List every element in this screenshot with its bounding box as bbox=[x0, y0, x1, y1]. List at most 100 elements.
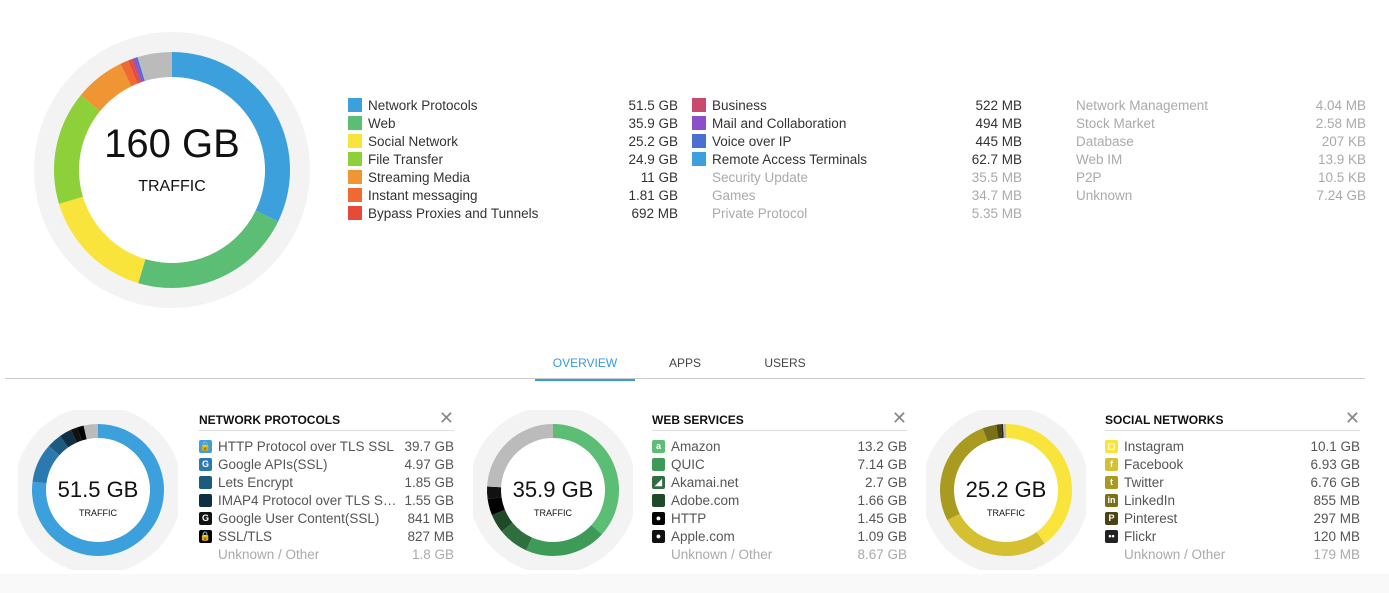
panel-item-amazon[interactable]: a Amazon 13.2 GB bbox=[652, 437, 907, 455]
panel-item-http-protocol-over-tls-ssl[interactable]: 🔒 HTTP Protocol over TLS SSL 39.7 GB bbox=[199, 437, 454, 455]
donut-segment-quic[interactable] bbox=[526, 525, 602, 556]
panel-item-facebook[interactable]: f Facebook 6.93 GB bbox=[1105, 455, 1360, 473]
donut-segment-flickr[interactable] bbox=[1001, 424, 1004, 439]
legend-item-remote-access-terminals[interactable]: Remote Access Terminals 62.7 MB bbox=[692, 150, 1022, 168]
legend-value: 35.5 MB bbox=[971, 169, 1022, 185]
legend-item-security-update[interactable]: Security Update 35.5 MB bbox=[692, 168, 1022, 186]
panel-item-google-apis-ssl[interactable]: G Google APIs(SSL) 4.97 GB bbox=[199, 455, 454, 473]
legend-item-streaming-media[interactable]: Streaming Media 11 GB bbox=[348, 168, 678, 186]
legend-item-games[interactable]: Games 34.7 MB bbox=[692, 186, 1022, 204]
donut-segment-twitter[interactable] bbox=[940, 428, 988, 521]
donut-segment-linkedin[interactable] bbox=[982, 424, 999, 442]
panel-item-akamai-net[interactable]: ◢ Akamai.net 2.7 GB bbox=[652, 473, 907, 491]
legend-item-instant-messaging[interactable]: Instant messaging 1.81 GB bbox=[348, 186, 678, 204]
legend-swatch bbox=[348, 170, 362, 184]
panel-item-apple-com[interactable]: ● Apple.com 1.09 GB bbox=[652, 527, 907, 545]
panel-item-flickr[interactable]: •• Flickr 120 MB bbox=[1105, 527, 1360, 545]
legend-item-social-network[interactable]: Social Network 25.2 GB bbox=[348, 132, 678, 150]
panel-item-lets-encrypt[interactable]: Lets Encrypt 1.85 GB bbox=[199, 473, 454, 491]
panel-item-ssl-tls[interactable]: 🔒 SSL/TLS 827 MB bbox=[199, 527, 454, 545]
tab-apps[interactable]: APPS bbox=[668, 356, 701, 370]
donut-segment-instant-messaging[interactable] bbox=[120, 60, 138, 87]
panel-item-unknown-other[interactable]: Unknown / Other 179 MB bbox=[1105, 545, 1360, 563]
panel-traffic-label: TRAFFIC bbox=[987, 508, 1025, 518]
donut-segment-business[interactable] bbox=[131, 58, 142, 83]
donut-segment-apple-com[interactable] bbox=[487, 486, 502, 500]
legend-item-business[interactable]: Business 522 MB bbox=[692, 96, 1022, 114]
donut-segment-mail-and-collaboration[interactable] bbox=[133, 57, 144, 83]
legend-value: 445 MB bbox=[975, 133, 1022, 149]
donut-segment-facebook[interactable] bbox=[947, 513, 1045, 556]
social-networks-donut bbox=[926, 410, 1086, 570]
legend-value: 51.5 GB bbox=[628, 97, 678, 113]
facebook-icon: f bbox=[1105, 457, 1118, 471]
donut-segment-amazon[interactable] bbox=[553, 424, 619, 535]
donut-segment-http[interactable] bbox=[487, 497, 505, 516]
legend-column: Network Protocols 51.5 GB Web 35.9 GB Social… bbox=[348, 96, 678, 222]
panel-item-unknown-other[interactable]: Unknown / Other 8.67 GB bbox=[652, 545, 907, 563]
panel-item-adobe-com[interactable]: Adobe.com 1.66 GB bbox=[652, 491, 907, 509]
donut-segment-instagram[interactable] bbox=[1006, 424, 1072, 544]
donut-segment-adobe-com[interactable] bbox=[491, 509, 513, 532]
panel-item-value: 39.7 GB bbox=[404, 438, 454, 454]
legend-item-voice-over-ip[interactable]: Voice over IP 445 MB bbox=[692, 132, 1022, 150]
donut-segment-pinterest[interactable] bbox=[996, 424, 1003, 439]
panel-item-label: HTTP Protocol over TLS SSL bbox=[218, 438, 394, 454]
panel-item-label: Flickr bbox=[1124, 528, 1157, 544]
close-icon[interactable]: ✕ bbox=[891, 408, 907, 428]
donut-segment-file-transfer[interactable] bbox=[54, 95, 101, 204]
legend-swatch bbox=[1056, 152, 1070, 166]
tab-overview[interactable]: OVERVIEW bbox=[535, 350, 635, 381]
donut-segment-unknown-other[interactable] bbox=[487, 424, 553, 488]
close-icon[interactable]: ✕ bbox=[438, 408, 454, 428]
donut-segment-google-apis-ssl[interactable] bbox=[32, 445, 60, 484]
legend-item-database[interactable]: Database 207 KB bbox=[1056, 132, 1366, 150]
legend-value: 25.2 GB bbox=[628, 133, 678, 149]
legend-item-mail-and-collaboration[interactable]: Mail and Collaboration 494 MB bbox=[692, 114, 1022, 132]
donut-segment-ssl-tls[interactable] bbox=[77, 425, 87, 441]
legend-item-web-im[interactable]: Web IM 13.9 KB bbox=[1056, 150, 1366, 168]
panel-item-label: Apple.com bbox=[671, 528, 735, 544]
panel-item-linkedin[interactable]: in LinkedIn 855 MB bbox=[1105, 491, 1360, 509]
panel-title-text: WEB SERVICES bbox=[652, 413, 744, 427]
panel-title: WEB SERVICES ✕ bbox=[652, 408, 907, 431]
donut-segment-google-user-content-ssl[interactable] bbox=[70, 427, 82, 443]
donut-segment-remote-access-terminals[interactable] bbox=[137, 57, 146, 82]
legend-item-private-protocol[interactable]: Private Protocol 5.35 MB bbox=[692, 204, 1022, 222]
donut-segment-network-protocols[interactable] bbox=[172, 52, 290, 222]
tab-users[interactable]: USERS bbox=[764, 356, 806, 370]
donut-segment-akamai-net[interactable] bbox=[501, 522, 532, 551]
donut-segment-unknown-other[interactable] bbox=[83, 424, 98, 440]
donut-segment-web[interactable] bbox=[138, 210, 279, 288]
panel-item-twitter[interactable]: t Twitter 6.76 GB bbox=[1105, 473, 1360, 491]
legend-value: 692 MB bbox=[631, 205, 678, 221]
donut-segment-other[interactable] bbox=[137, 52, 172, 82]
close-icon[interactable]: ✕ bbox=[1344, 408, 1360, 428]
donut-segment-bypass-proxies-and-tunnels[interactable] bbox=[128, 59, 140, 84]
panel-item-quic[interactable]: QUIC 7.14 GB bbox=[652, 455, 907, 473]
legend-item-file-transfer[interactable]: File Transfer 24.9 GB bbox=[348, 150, 678, 168]
panel-item-imap4-protocol-over-tls-ssl[interactable]: IMAP4 Protocol over TLS SSL 1.55 GB bbox=[199, 491, 454, 509]
donut-segment-unknown-other[interactable] bbox=[1003, 424, 1006, 439]
panel-item-unknown-other[interactable]: Unknown / Other 1.8 GB bbox=[199, 545, 454, 563]
donut-segment-streaming-media[interactable] bbox=[80, 63, 132, 112]
donut-segment-imap4-protocol-over-tls-ssl[interactable] bbox=[60, 429, 77, 448]
donut-segment-lets-encrypt[interactable] bbox=[48, 435, 69, 456]
panel-item-pinterest[interactable]: P Pinterest 297 MB bbox=[1105, 509, 1360, 527]
donut-segment-voice-over-ip[interactable] bbox=[135, 57, 145, 82]
legend-item-stock-market[interactable]: Stock Market 2.58 MB bbox=[1056, 114, 1366, 132]
panel-item-label: QUIC bbox=[671, 456, 705, 472]
panel-item-google-user-content-ssl[interactable]: G Google User Content(SSL) 841 MB bbox=[199, 509, 454, 527]
legend-item-bypass-proxies-and-tunnels[interactable]: Bypass Proxies and Tunnels 692 MB bbox=[348, 204, 678, 222]
legend-item-web[interactable]: Web 35.9 GB bbox=[348, 114, 678, 132]
legend-item-p2p[interactable]: P2P 10.5 KB bbox=[1056, 168, 1366, 186]
legend-item-unknown[interactable]: Unknown 7.24 GB bbox=[1056, 186, 1366, 204]
panel-item-value: 1.09 GB bbox=[857, 528, 907, 544]
panel-title: SOCIAL NETWORKS ✕ bbox=[1105, 408, 1360, 431]
panel-item-http[interactable]: ● HTTP 1.45 GB bbox=[652, 509, 907, 527]
legend-item-network-management[interactable]: Network Management 4.04 MB bbox=[1056, 96, 1366, 114]
legend-item-network-protocols[interactable]: Network Protocols 51.5 GB bbox=[348, 96, 678, 114]
panel-item-instagram[interactable]: ◻ Instagram 10.1 GB bbox=[1105, 437, 1360, 455]
donut-segment-social-network[interactable] bbox=[58, 196, 146, 284]
